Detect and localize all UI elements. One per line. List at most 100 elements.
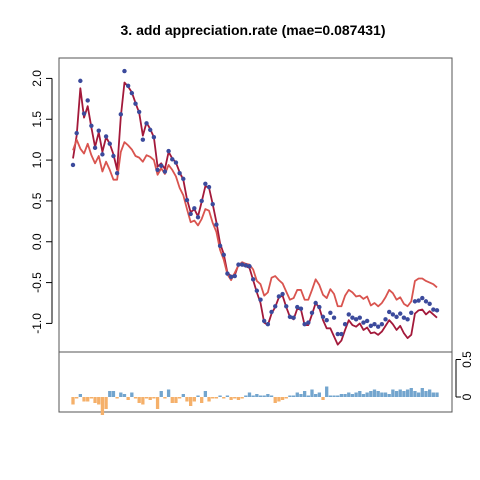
residual-bar <box>321 397 325 400</box>
residual-bar <box>159 391 163 397</box>
data-point <box>74 130 79 136</box>
residual-bar <box>82 397 86 402</box>
data-point <box>431 307 436 312</box>
data-point <box>78 78 83 84</box>
data-point <box>239 262 245 267</box>
residual-bar <box>383 392 388 397</box>
residual-bar <box>291 395 296 397</box>
data-point <box>125 83 131 88</box>
data-point <box>434 308 440 313</box>
data-point <box>96 128 101 133</box>
residual-bar <box>416 392 421 397</box>
residual-bar <box>354 392 358 397</box>
data-point <box>320 314 326 320</box>
residual-bar <box>332 395 336 397</box>
residual-bar <box>104 397 108 409</box>
residual-bar <box>122 394 127 397</box>
data-point <box>269 309 274 315</box>
data-point <box>232 273 237 279</box>
main-series-layer <box>70 68 440 346</box>
data-point <box>217 243 223 249</box>
data-point <box>228 274 234 280</box>
residual-bar <box>119 392 123 397</box>
data-point <box>412 299 418 304</box>
residual-bar <box>310 389 314 397</box>
residual-bar <box>409 388 413 397</box>
main-y-tick-label: 1.0 <box>30 151 44 168</box>
data-point <box>423 299 429 304</box>
data-point <box>111 153 116 159</box>
residual-bar <box>152 397 156 399</box>
data-point <box>184 197 190 203</box>
residual-bar <box>347 392 351 397</box>
data-point <box>309 310 315 315</box>
data-point <box>298 306 304 311</box>
residual-bar <box>266 394 270 397</box>
data-point <box>394 314 399 320</box>
residual-bar <box>280 397 285 400</box>
data-point <box>151 135 157 140</box>
residual-bar <box>394 391 399 397</box>
residual-bar <box>431 392 435 397</box>
data-point <box>390 312 396 317</box>
data-point <box>221 252 226 258</box>
residual-bar <box>144 397 149 399</box>
main-plot-area: -1.0 -0.5 0.0 0.5 1.0 1.5 2.0 <box>30 57 453 353</box>
residual-bar <box>75 397 79 399</box>
residual-bar <box>284 397 288 399</box>
data-point <box>291 315 296 320</box>
data-point <box>199 198 204 204</box>
residual-bar <box>71 397 75 405</box>
data-point <box>144 121 149 126</box>
residual-bar <box>192 397 196 402</box>
main-y-axis: -1.0 -0.5 0.0 0.5 1.0 1.5 2.0 <box>30 70 53 334</box>
chart-title: 3. add appreciation.rate (mae=0.087431) <box>121 22 386 38</box>
main-y-tick-label: -1.0 <box>30 313 44 334</box>
residual-bar <box>369 391 373 397</box>
residual-bar <box>244 395 248 397</box>
residual-bar <box>111 391 116 397</box>
data-point <box>335 331 340 337</box>
residual-bar <box>133 397 138 399</box>
residual-bar <box>108 391 112 397</box>
residual-bar <box>233 397 237 399</box>
data-point <box>405 317 410 322</box>
data-point <box>416 298 421 303</box>
data-point <box>313 300 318 306</box>
data-point <box>92 145 98 151</box>
residual-bar <box>185 397 189 402</box>
data-point <box>284 304 289 309</box>
residual-bar <box>317 392 321 397</box>
residual-bar <box>229 397 233 400</box>
residual-bar <box>170 397 174 403</box>
series-line-2 <box>72 138 438 308</box>
data-point <box>265 322 271 327</box>
residual-bar <box>141 397 145 405</box>
data-point <box>70 162 76 168</box>
residual-bar <box>196 395 200 397</box>
data-point <box>361 320 366 325</box>
residual-bars-layer <box>71 386 439 415</box>
residual-bar <box>398 389 402 397</box>
data-point <box>273 304 278 309</box>
data-point <box>261 318 267 324</box>
residual-bar <box>391 389 395 397</box>
residual-bar <box>78 394 83 397</box>
data-point <box>129 90 135 96</box>
residual-plot-frame <box>58 351 453 413</box>
residual-bar <box>328 395 333 397</box>
residual-bar <box>376 391 380 397</box>
residual-plot-area: 00.5 <box>58 351 474 415</box>
residual-bar <box>240 397 244 399</box>
data-point <box>427 301 432 307</box>
residual-bar <box>177 397 182 399</box>
data-point <box>287 314 293 320</box>
data-point <box>331 315 337 320</box>
data-point <box>133 101 138 106</box>
residual-bar <box>343 394 347 397</box>
main-y-tick-label: 2.0 <box>30 70 44 87</box>
main-plot-frame <box>58 57 453 353</box>
data-point <box>280 291 285 297</box>
data-point <box>258 297 263 302</box>
residual-bar <box>86 397 90 402</box>
